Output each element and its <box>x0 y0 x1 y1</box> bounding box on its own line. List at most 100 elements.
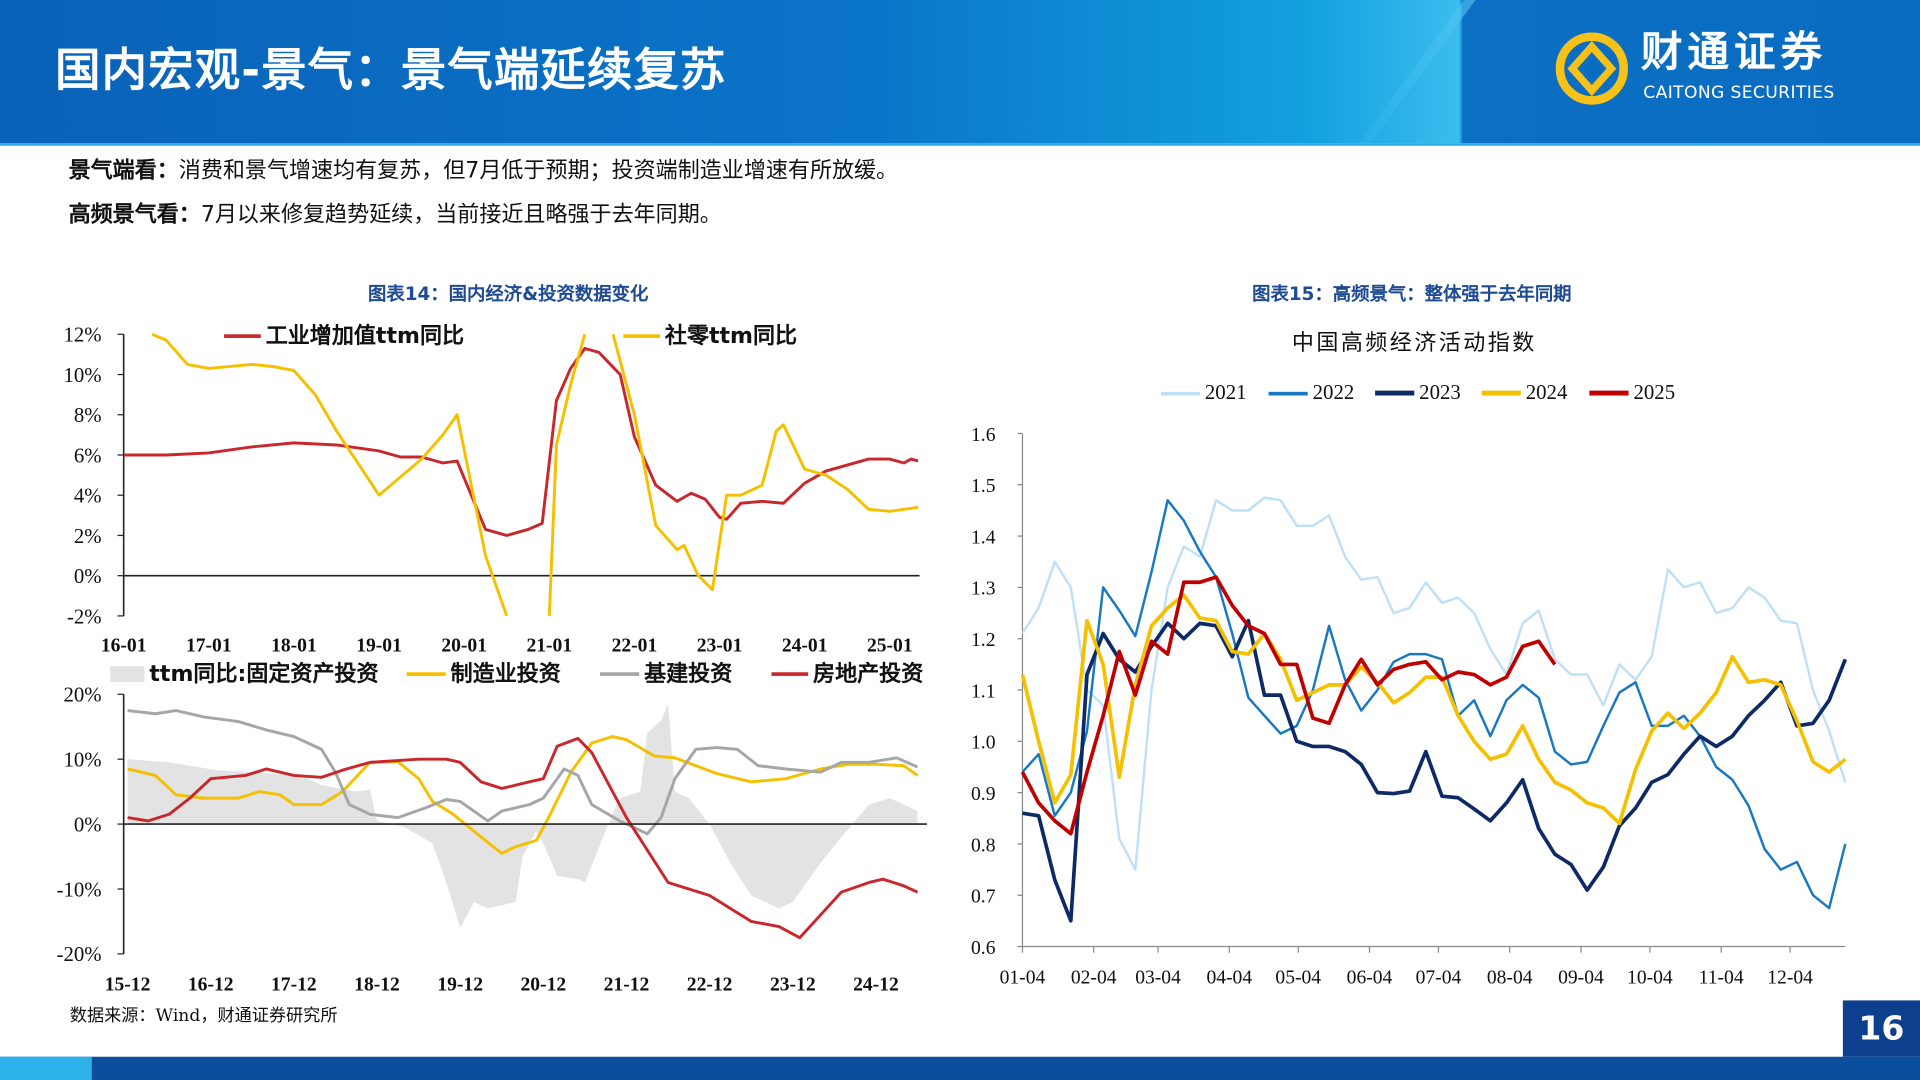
y-tick-label: -10% <box>57 877 102 901</box>
y-tick-label: 4% <box>74 484 102 508</box>
legend-swatch <box>1160 391 1201 395</box>
figure-14-title: 图表14：国内经济&投资数据变化 <box>367 282 649 305</box>
x-tick-label: 18-01 <box>271 635 317 656</box>
x-tick-label: 21-12 <box>604 975 650 996</box>
summary-text: 7月以来修复趋势延续，当前接近且略强于去年同期。 <box>200 202 722 228</box>
summary-line: 高频景气看：7月以来修复趋势延续，当前接近且略强于去年同期。 <box>69 202 722 229</box>
series-line-2022 <box>1021 498 1847 910</box>
x-tick-label: 22-12 <box>687 975 733 996</box>
x-tick-label: 17-12 <box>271 975 317 996</box>
y-tick-label: 0.9 <box>971 784 995 805</box>
footer-accent <box>0 1056 92 1080</box>
legend-label: 工业增加值ttm同比 <box>265 323 465 349</box>
legend-swatch <box>600 672 640 676</box>
legend-label: 2021 <box>1204 380 1247 405</box>
series-line-2024 <box>1020 593 1847 826</box>
x-tick-label: 19-01 <box>356 635 402 656</box>
caitong-logo-icon <box>1555 32 1628 105</box>
series-line-industrial <box>123 346 919 537</box>
legend-label: 制造业投资 <box>450 661 561 687</box>
header-divider <box>0 143 1920 146</box>
legend-item: 社零ttm同比 <box>623 323 797 349</box>
x-tick-label: 07-04 <box>1416 967 1462 988</box>
legend-item: 制造业投资 <box>406 661 561 687</box>
y-tick-label: 0% <box>74 812 102 836</box>
page-title: 国内宏观-景气：景气端延续复苏 <box>55 44 727 97</box>
chart-high-frequency <box>1017 432 1848 953</box>
legend-item: 2023 <box>1375 381 1461 405</box>
data-source: 数据来源：Wind，财通证券研究所 <box>69 1006 338 1027</box>
legend-swatch <box>771 672 809 676</box>
figure-15-title: 图表15：高频景气：整体强于去年同期 <box>1252 282 1572 305</box>
header-banner <box>0 0 1920 144</box>
x-tick-label: 20-12 <box>520 975 566 996</box>
y-tick-label: 0.7 <box>971 887 996 908</box>
y-tick-label: 2% <box>74 524 102 548</box>
x-tick-label: 24-01 <box>782 635 828 656</box>
legend-item: 2025 <box>1589 381 1675 405</box>
y-tick-label: 6% <box>74 443 102 467</box>
legend-swatch <box>110 666 145 683</box>
legend-item: 基建投资 <box>600 661 732 687</box>
x-tick-label: 19-12 <box>437 975 483 996</box>
series-line-manufacturing <box>127 735 919 855</box>
x-tick-label: 20-01 <box>441 635 487 656</box>
x-tick-label: 04-04 <box>1206 967 1252 988</box>
legend-label: 2022 <box>1312 380 1355 405</box>
x-tick-label: 01-04 <box>1000 967 1046 988</box>
legend-item: 2021 <box>1160 380 1247 405</box>
legend-swatch <box>224 334 261 338</box>
legend-label: 2024 <box>1525 380 1568 405</box>
x-tick-label: 17-01 <box>186 635 232 656</box>
logo-text-en: CAITONG SECURITIES <box>1643 83 1835 103</box>
y-tick-label: 0.8 <box>971 835 996 856</box>
x-tick-label: 22-01 <box>612 635 658 656</box>
summary-line: 景气端看：消费和景气增速均有复苏，但7月低于预期；投资端制造业增速有所放缓。 <box>69 158 899 185</box>
y-tick-label: 1.5 <box>971 476 996 497</box>
y-tick-label: -2% <box>67 604 102 628</box>
legend-swatch <box>1589 390 1629 396</box>
x-tick-label: 08-04 <box>1487 967 1533 988</box>
summary-text: 消费和景气增速均有复苏，但7月低于预期；投资端制造业增速有所放缓。 <box>178 157 899 184</box>
y-tick-label: 1.6 <box>971 425 996 446</box>
x-tick-label: 15-12 <box>105 975 151 996</box>
chart-title: 中国高频经济活动指数 <box>1291 330 1537 357</box>
y-tick-label: 0.6 <box>971 938 996 959</box>
y-tick-label: 8% <box>74 403 102 427</box>
x-tick-label: 23-01 <box>697 635 743 656</box>
x-tick-label: 25-01 <box>867 635 913 656</box>
legend-swatch <box>1268 391 1308 395</box>
legend-item: 工业增加值ttm同比 <box>224 323 464 349</box>
page-number: 16 <box>1842 1000 1920 1057</box>
series-line-2023 <box>1022 618 1848 923</box>
y-tick-label: 10% <box>64 363 102 387</box>
legend-label: 房地产投资 <box>813 661 924 687</box>
y-tick-label: 10% <box>64 748 102 772</box>
summary-label: 高频景气看： <box>68 202 201 228</box>
x-tick-label: 10-04 <box>1627 967 1673 988</box>
legend-label: ttm同比:固定资产投资 <box>149 661 379 687</box>
x-tick-label: 16-01 <box>101 635 147 656</box>
y-tick-label: 1.4 <box>971 527 996 548</box>
series-line-real-estate <box>127 736 919 940</box>
y-tick-label: -20% <box>57 942 102 966</box>
x-tick-label: 11-04 <box>1699 967 1744 988</box>
chart-economy <box>117 332 920 617</box>
legend-label: 社零ttm同比 <box>664 323 798 349</box>
y-tick-label: 0% <box>74 564 102 588</box>
series-line-retail <box>151 332 919 616</box>
area-fixed-asset <box>127 704 918 928</box>
chart-investment <box>117 693 927 955</box>
legend-item: 2022 <box>1268 380 1355 405</box>
x-tick-label: 23-12 <box>770 975 816 996</box>
y-tick-label: 1.2 <box>971 630 995 651</box>
legend-label: 基建投资 <box>644 661 733 687</box>
legend-swatch <box>623 334 661 338</box>
x-tick-label: 09-04 <box>1558 967 1604 988</box>
y-tick-label: 1.3 <box>971 579 996 600</box>
x-tick-label: 03-04 <box>1135 967 1181 988</box>
series-line-2021 <box>1021 496 1847 871</box>
legend-item: 房地产投资 <box>771 661 923 687</box>
